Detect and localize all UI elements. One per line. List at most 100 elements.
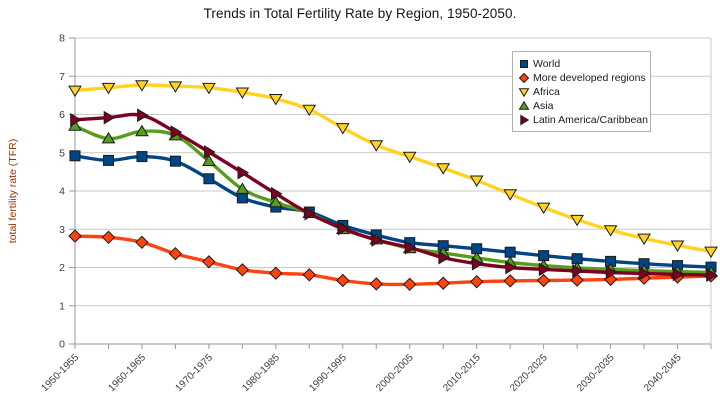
y-tick-label: 0: [59, 339, 65, 351]
marker-latin-america-caribbean: [572, 264, 584, 278]
marker-more-developed-regions: [302, 268, 317, 282]
marker-more-developed-regions: [269, 266, 283, 280]
marker-asia: [135, 124, 149, 137]
marker-africa: [369, 140, 384, 152]
marker-africa: [101, 82, 116, 95]
marker-more-developed-regions: [369, 277, 384, 291]
y-tick-label: 5: [59, 147, 65, 159]
marker-africa: [670, 240, 685, 252]
marker-latin-america-caribbean: [438, 250, 450, 265]
legend-marker-world: [520, 60, 528, 68]
marker-world: [169, 155, 181, 167]
marker-more-developed-regions: [101, 230, 116, 245]
marker-latin-america-caribbean: [338, 221, 350, 236]
y-tick-labels: 0 1 2 3 4 5 6 7 8: [59, 33, 65, 351]
series-asia: [68, 119, 718, 278]
marker-latin-america-caribbean: [639, 266, 651, 281]
x-tick-label: 1960-1965: [106, 352, 148, 394]
series-latin-america-caribbean: [70, 108, 718, 282]
marker-africa: [235, 87, 250, 99]
chart-title: Trends in Total Fertility Rate by Region…: [203, 6, 517, 21]
x-tick-labels: 1950-1955 1960-1965 1970-1975 1980-1985 1990…: [40, 352, 684, 394]
marker-latin-america-caribbean: [404, 240, 417, 255]
marker-africa: [202, 82, 216, 95]
marker-world: [69, 150, 81, 162]
x-tick-label: 1970-1975: [173, 352, 215, 394]
marker-africa: [68, 85, 82, 98]
marker-africa: [536, 202, 551, 215]
legend-item-more-developed-regions: More developed regions: [518, 71, 646, 85]
series-world: [69, 150, 717, 273]
marker-asia: [268, 195, 283, 208]
marker-more-developed-regions: [168, 246, 183, 261]
marker-latin-america-caribbean: [304, 206, 316, 221]
marker-latin-america-caribbean: [137, 108, 149, 123]
marker-asia: [235, 182, 250, 194]
legend-item-asia: Asia: [518, 99, 646, 113]
legend-label: Latin America/Caribbean: [533, 114, 648, 126]
marker-more-developed-regions: [436, 276, 450, 290]
marker-africa: [436, 163, 451, 175]
y-tick-label: 3: [59, 224, 65, 236]
marker-africa: [570, 214, 584, 227]
legend-item-latin-america-caribbean: Latin America/Caribbean: [518, 113, 648, 127]
marker-latin-america-caribbean: [237, 165, 250, 180]
legend-label: World: [533, 58, 561, 70]
marker-world: [504, 246, 516, 258]
legend-marker-triangle-up-icon: [518, 100, 530, 110]
legend-marker-more-developed-regions: [518, 72, 530, 84]
legend-label: Africa: [533, 86, 560, 98]
marker-africa: [603, 225, 618, 237]
marker-more-developed-regions: [68, 229, 82, 243]
marker-latin-america-caribbean: [538, 262, 551, 277]
marker-latin-america-caribbean: [605, 265, 618, 280]
legend-marker-square-icon: [520, 60, 528, 68]
x-tick-label: 2010-2015: [441, 352, 483, 394]
legend-label: Asia: [533, 100, 554, 112]
marker-africa: [402, 151, 417, 164]
marker-africa: [135, 80, 149, 92]
marker-world: [102, 154, 114, 166]
legend: World More developed regions Africa Asia Lat…: [512, 51, 651, 132]
x-tick-label: 1980-1985: [240, 352, 282, 394]
marker-africa: [637, 233, 651, 246]
marker-latin-america-caribbean: [103, 110, 116, 125]
marker-latin-america-caribbean: [371, 233, 383, 247]
y-tick-label: 4: [59, 186, 65, 198]
marker-africa: [268, 94, 283, 106]
x-tick-label: 1990-1995: [307, 352, 349, 394]
legend-marker-triangle-down-icon: [518, 88, 530, 98]
marker-latin-america-caribbean: [204, 145, 216, 159]
y-tick-label: 6: [59, 109, 65, 121]
marker-world: [236, 192, 248, 204]
marker-more-developed-regions: [336, 273, 350, 288]
x-tick-label: 2000-2005: [374, 352, 416, 394]
marker-asia: [202, 154, 216, 166]
legend-label: More developed regions: [533, 72, 646, 84]
legend-item-world: World: [518, 57, 646, 71]
marker-latin-america-caribbean: [271, 186, 283, 201]
marker-more-developed-regions: [503, 274, 517, 288]
y-tick-label: 7: [59, 71, 65, 83]
marker-more-developed-regions: [402, 277, 417, 292]
marker-latin-america-caribbean: [471, 256, 484, 271]
y-tick-label: 1: [59, 300, 65, 312]
series-more-developed-regions: [68, 229, 718, 292]
marker-africa: [335, 123, 350, 135]
marker-more-developed-regions: [135, 235, 149, 250]
legend-marker-asia: [518, 100, 530, 110]
marker-world: [203, 173, 215, 185]
marker-latin-america-caribbean: [672, 267, 685, 282]
marker-more-developed-regions: [536, 273, 551, 288]
marker-latin-america-caribbean: [505, 260, 517, 275]
marker-more-developed-regions: [202, 255, 216, 269]
marker-latin-america-caribbean: [70, 113, 82, 127]
marker-africa: [704, 246, 718, 259]
series-africa: [68, 80, 718, 259]
marker-asia: [101, 131, 116, 144]
marker-world: [136, 151, 148, 163]
x-tick-label: 1950-1955: [40, 352, 82, 394]
y-tick-label: 8: [59, 33, 65, 45]
